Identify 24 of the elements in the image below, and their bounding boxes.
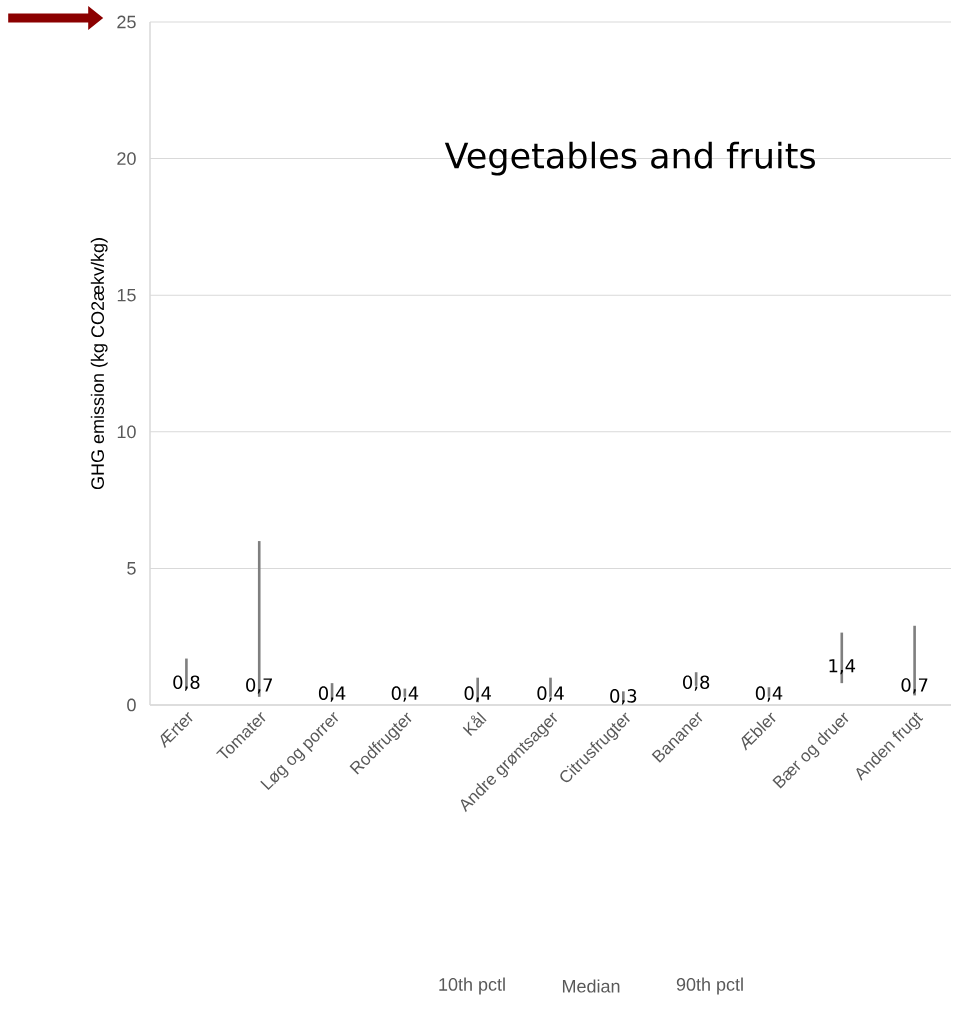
- annotation: 0,4: [537, 686, 564, 702]
- x-tick-label: Kål: [462, 711, 487, 737]
- annotation: 0,8: [683, 675, 710, 691]
- annotation: 0,4: [755, 686, 783, 702]
- annotation: 0,4: [391, 686, 419, 702]
- y-tick-label: 25: [117, 15, 136, 29]
- annotation: 0,3: [610, 689, 637, 705]
- text: 10th pctl: [439, 977, 505, 995]
- y-axis-title: GHG emission (kg CO2ækv/kg): [90, 238, 108, 490]
- annotation: 1,4: [829, 659, 856, 675]
- annotation: 0,4: [318, 686, 346, 702]
- bar: [622, 691, 625, 703]
- text: 90th pctl: [676, 977, 743, 995]
- text: Vegetables and fruits: [444, 141, 815, 176]
- y-tick-label: 20: [117, 152, 136, 165]
- y-tick-label: 15: [117, 288, 136, 302]
- y-tick-label: 5: [127, 562, 136, 575]
- y-tick-label: 0: [127, 698, 136, 712]
- annotation: 0,8: [173, 675, 200, 691]
- annotation: 0,7: [246, 678, 272, 694]
- y-tick-label: 10: [117, 425, 136, 439]
- text: Median: [562, 979, 620, 993]
- annotation: 0,7: [901, 678, 928, 694]
- annotation: 0,4: [464, 686, 491, 702]
